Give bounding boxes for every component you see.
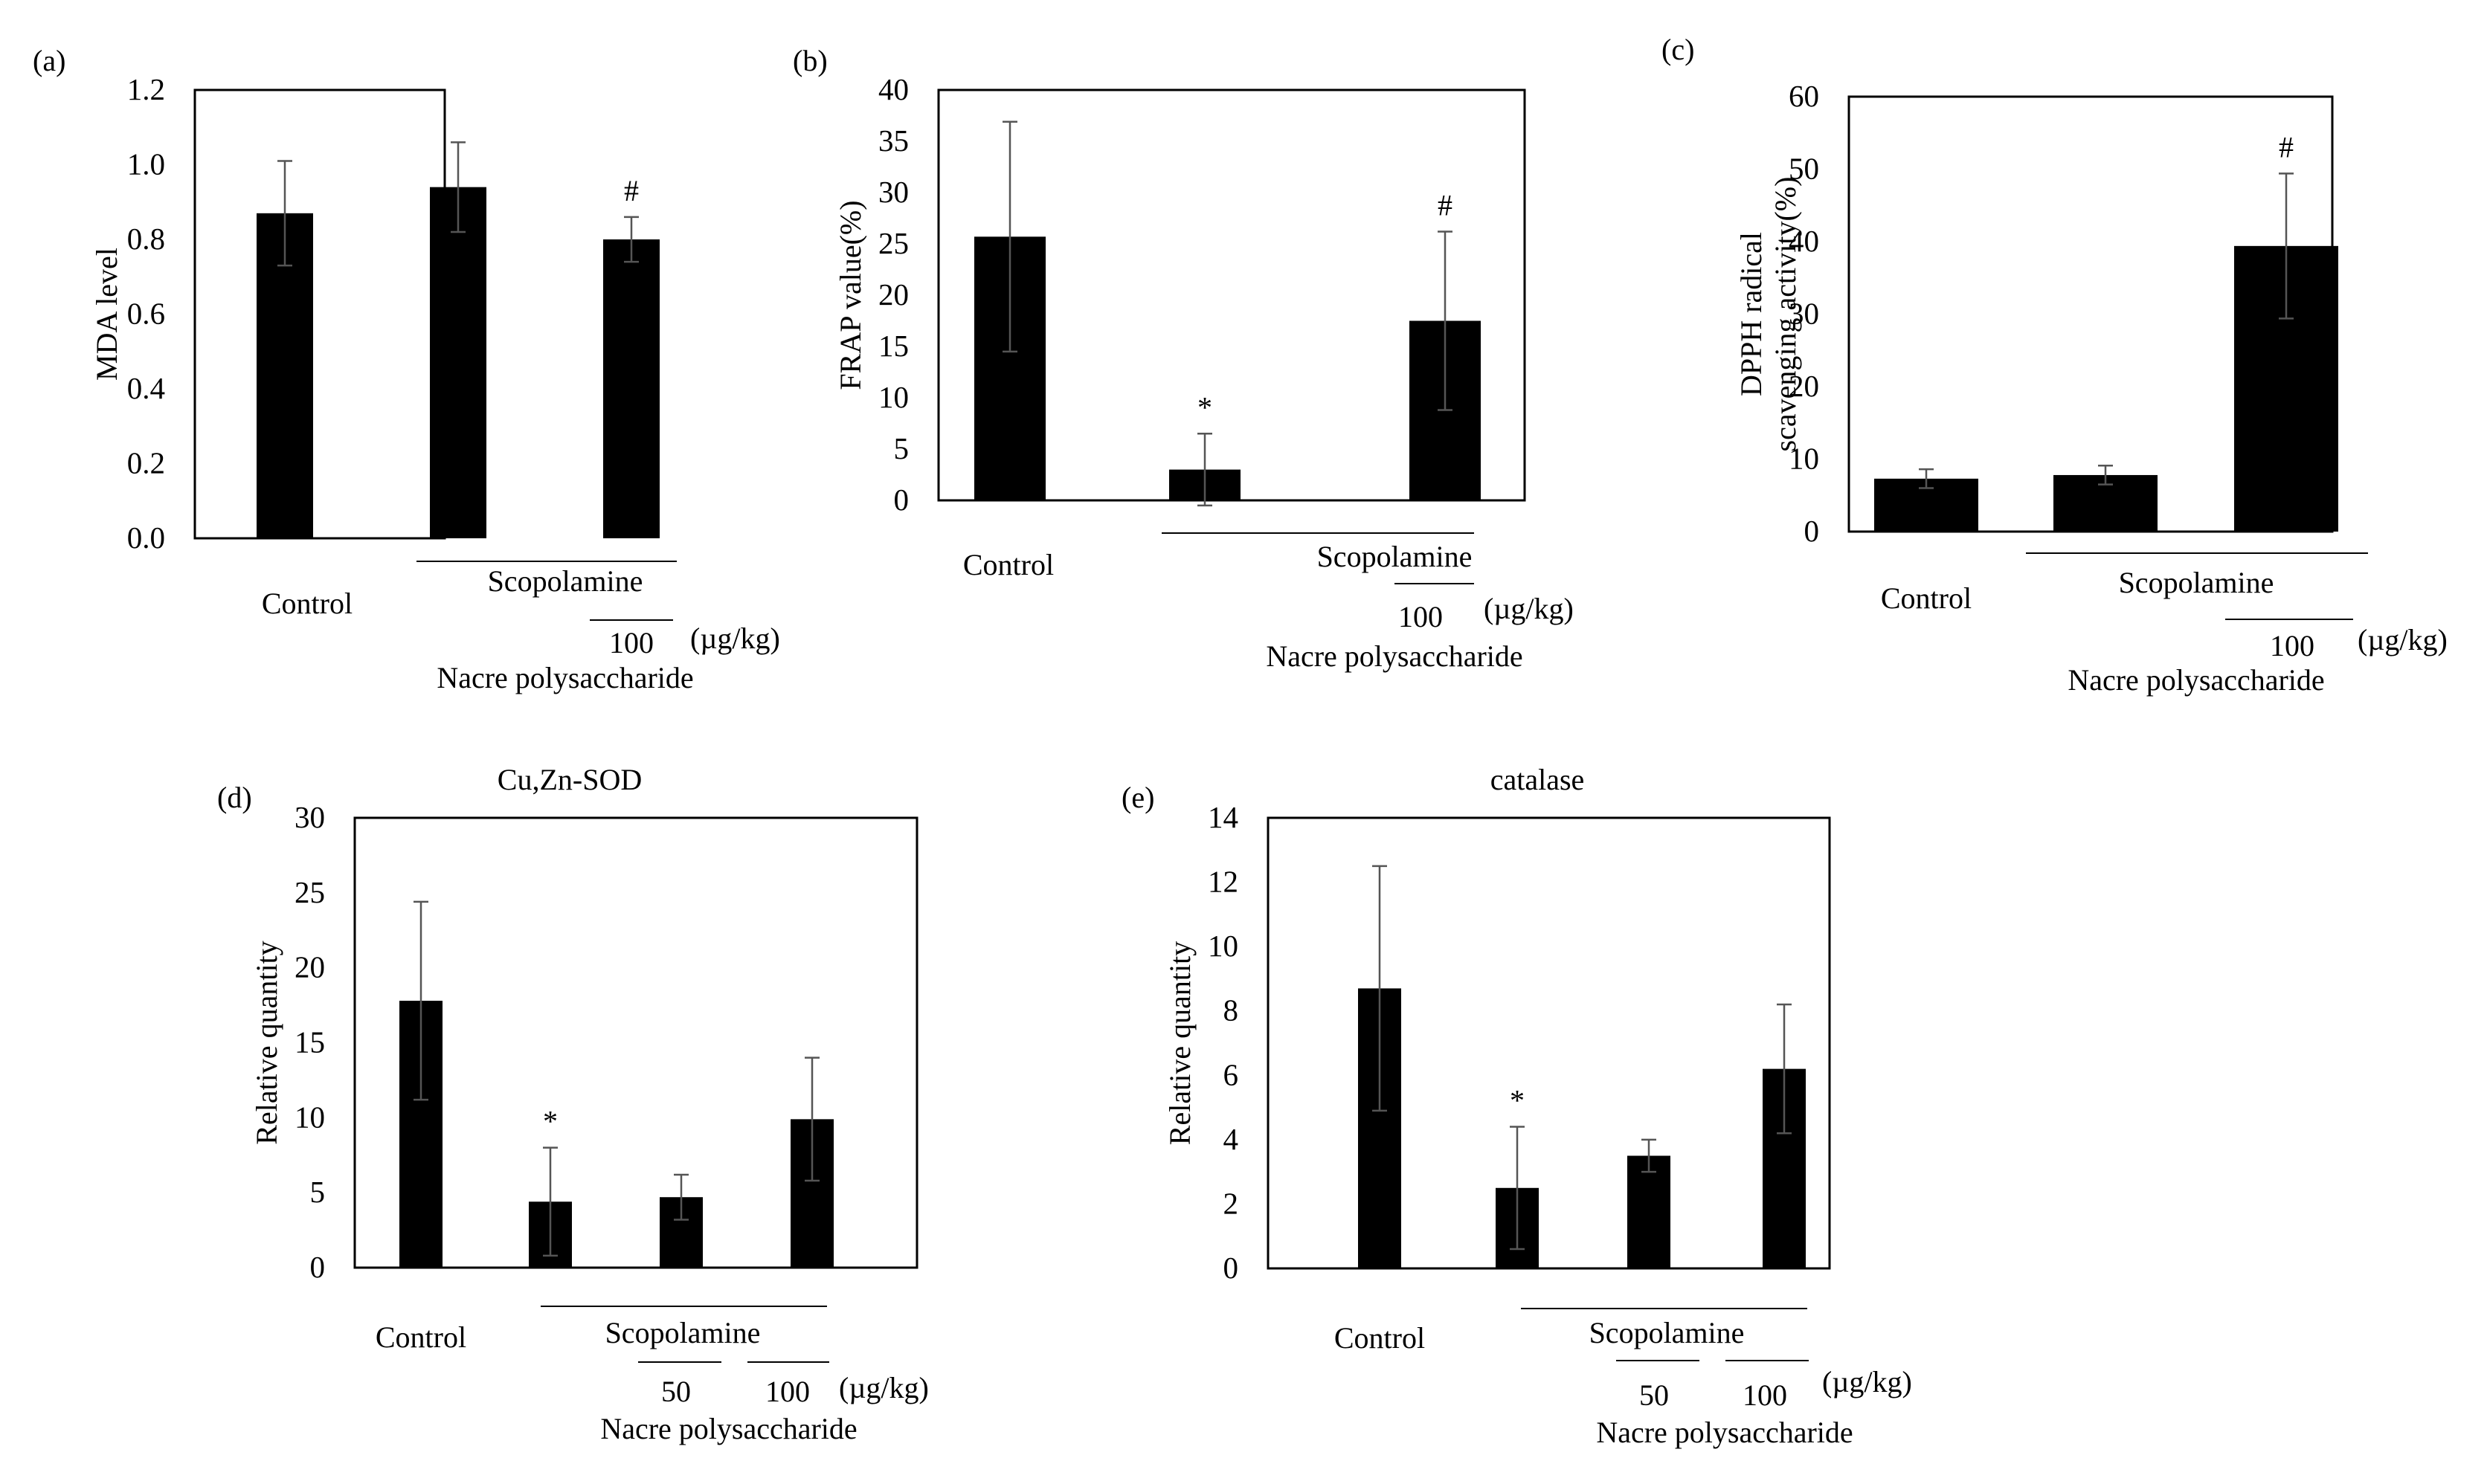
panel-label: (a)	[33, 44, 65, 77]
x-label-dose: 100	[1743, 1378, 1787, 1412]
bar	[257, 213, 313, 538]
x-label-unit: (µg/kg)	[1822, 1365, 1912, 1398]
x-label-dose: 50	[661, 1375, 691, 1408]
y-tick-label: 20	[1789, 369, 1819, 403]
x-label-control: Control	[1334, 1321, 1425, 1355]
x-label-compound: Nacre polysaccharide	[1596, 1416, 1853, 1449]
y-tick-label: 14	[1208, 800, 1238, 834]
y-tick-label: 15	[295, 1025, 325, 1059]
chart-panel-1: (a) 0.0 0.2 0.4 0.6 0.8 1.0 1.2 MDA level # Contro…	[33, 44, 780, 694]
y-tick-label: 8	[1223, 993, 1239, 1027]
y-tick-label: 5	[894, 431, 910, 465]
y-tick-label: 30	[1789, 297, 1819, 331]
y-tick-label: 0.8	[127, 222, 165, 256]
y-tick-label: 10	[295, 1100, 325, 1134]
chart-panel-4: (d) Cu,Zn-SOD 0 5 10 15 20 25 30 Relative quantit…	[217, 763, 929, 1445]
x-label-compound: Nacre polysaccharide	[600, 1412, 857, 1445]
y-tick-label: 0.4	[127, 371, 165, 405]
x-label-treatment: Scopolamine	[1317, 540, 1473, 573]
x-label-compound: Nacre polysaccharide	[2068, 663, 2324, 697]
y-axis-label: Relative quantity	[250, 941, 283, 1144]
panel-label: (e)	[1122, 781, 1154, 814]
y-tick-label: 1.2	[127, 72, 165, 106]
chart-panel-5: (e) catalase 0 2 4 6 8 10 12 14 Relative quantity *…	[1122, 763, 1912, 1449]
x-label-dose: 100	[1398, 600, 1443, 633]
chart-panel-2: (b) 0 5 10 15 20 25 30 35 40 FRAP value(%) * # Contro…	[793, 44, 1574, 673]
y-tick-label: 15	[878, 329, 909, 363]
x-label-control: Control	[963, 548, 1054, 581]
chart-title: catalase	[1490, 763, 1585, 796]
x-label-dose: 50	[1639, 1378, 1669, 1412]
y-tick-label: 10	[1208, 929, 1238, 963]
y-axis-label: DPPH radicalscavenging activity(%)	[1734, 177, 1802, 452]
chart-title: Cu,Zn-SOD	[498, 763, 642, 796]
y-tick-label: 0	[1223, 1251, 1239, 1285]
y-tick-label: 5	[310, 1175, 326, 1209]
y-tick-label: 10	[1789, 442, 1819, 476]
y-tick-label: 25	[295, 875, 325, 909]
y-tick-label: 30	[878, 175, 909, 209]
plot-frame	[193, 88, 446, 540]
x-label-unit: (µg/kg)	[839, 1371, 929, 1404]
y-tick-label: 0.6	[127, 297, 165, 331]
x-label-dose: 100	[2270, 629, 2314, 662]
x-label-control: Control	[1881, 581, 1972, 615]
x-label-treatment: Scopolamine	[2119, 566, 2274, 599]
panel-label: (b)	[793, 44, 828, 77]
plot-frame	[353, 816, 918, 1269]
y-tick-label: 25	[878, 226, 909, 260]
y-axis-label-line: scavenging activity(%)	[1769, 177, 1802, 452]
y-tick-label: 12	[1208, 865, 1238, 899]
y-tick-label: 10	[878, 380, 909, 414]
y-tick-label: 20	[295, 950, 325, 984]
y-axis-label: MDA level	[90, 248, 123, 381]
x-label-dose: 100	[609, 626, 654, 659]
y-axis-label-line: DPPH radical	[1734, 232, 1768, 396]
chart-panel-3: (c) 0 10 20 30 40 50 60 DPPH radicalscavenging a…	[1661, 33, 2448, 697]
significance-mark: #	[1438, 188, 1452, 222]
significance-mark: #	[624, 174, 639, 207]
x-label-unit: (µg/kg)	[2358, 623, 2448, 656]
y-tick-label: 1.0	[127, 147, 165, 181]
y-tick-label: 0.0	[127, 520, 165, 555]
x-label-treatment: Scopolamine	[488, 564, 643, 598]
bar	[430, 187, 486, 538]
x-label-dose: 100	[765, 1375, 810, 1408]
y-tick-label: 40	[1789, 224, 1819, 258]
x-label-unit: (µg/kg)	[1484, 592, 1574, 625]
y-tick-label: 6	[1223, 1057, 1239, 1091]
y-tick-label: 0	[1804, 514, 1820, 548]
y-tick-label: 60	[1789, 79, 1819, 113]
y-axis-label: Relative quantity	[1163, 941, 1197, 1145]
significance-mark: #	[2279, 130, 2294, 164]
x-label-treatment: Scopolamine	[605, 1316, 761, 1349]
significance-mark: *	[1510, 1084, 1525, 1117]
y-tick-label: 4	[1223, 1122, 1239, 1156]
significance-mark: *	[543, 1105, 558, 1138]
x-label-compound: Nacre polysaccharide	[437, 661, 693, 694]
y-tick-label: 2	[1223, 1186, 1239, 1220]
y-tick-label: 40	[878, 72, 909, 106]
y-tick-label: 0	[894, 483, 910, 517]
y-tick-label: 0	[310, 1250, 326, 1284]
y-tick-label: 20	[878, 277, 909, 312]
x-label-compound: Nacre polysaccharide	[1266, 639, 1522, 673]
y-axis-label: FRAP value(%)	[834, 200, 867, 390]
x-label-treatment: Scopolamine	[1589, 1316, 1745, 1349]
y-tick-label: 0.2	[127, 446, 165, 480]
plot-frame	[1267, 816, 1831, 1270]
x-label-control: Control	[262, 587, 353, 620]
x-label-unit: (µg/kg)	[690, 622, 780, 655]
y-tick-label: 35	[878, 123, 909, 158]
bar	[1627, 1155, 1670, 1268]
y-tick-label: 50	[1789, 152, 1819, 186]
bar	[603, 239, 660, 538]
panel-label: (c)	[1661, 33, 1694, 66]
x-label-control: Control	[376, 1320, 466, 1354]
panel-label: (d)	[217, 781, 252, 814]
y-tick-label: 30	[295, 800, 325, 834]
significance-mark: *	[1197, 390, 1212, 424]
